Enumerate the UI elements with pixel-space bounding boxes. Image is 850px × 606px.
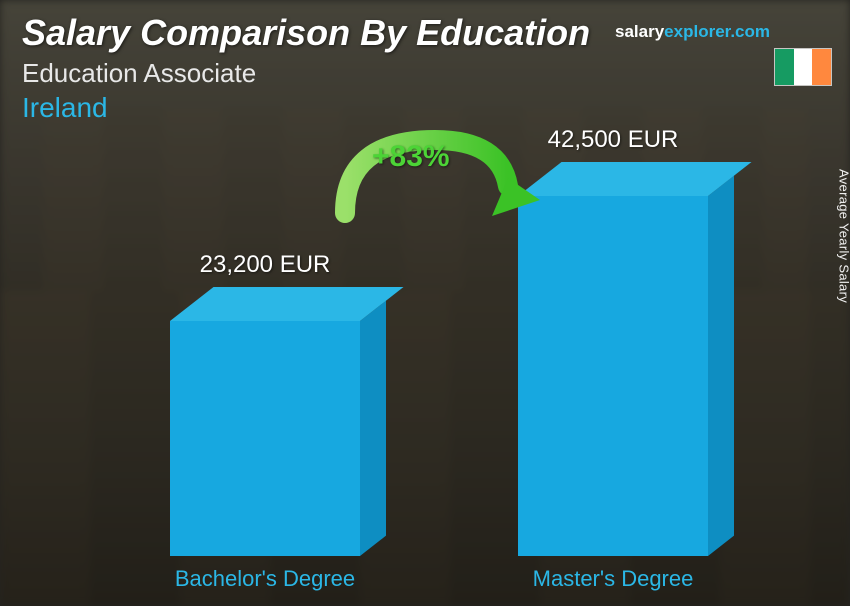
job-title: Education Associate (22, 58, 256, 89)
site-prefix: salary (615, 22, 664, 41)
bar-front (170, 321, 360, 556)
site-brand: salaryexplorer.com (615, 22, 770, 42)
increase-percentage: +83% (372, 140, 450, 174)
infographic: Salary Comparison By Education Education… (0, 0, 850, 606)
bar-value: 23,200 EUR (200, 251, 331, 279)
bar: 42,500 EURMaster's Degree (518, 156, 708, 556)
ireland-flag-icon (774, 48, 832, 86)
flag-stripe-3 (812, 49, 831, 85)
bar-front (518, 196, 708, 556)
flag-stripe-1 (775, 49, 794, 85)
bar-value: 42,500 EUR (548, 126, 679, 154)
site-suffix: explorer.com (664, 22, 770, 41)
bar-side (708, 176, 734, 556)
bar-side (360, 301, 386, 556)
bar-label: Bachelor's Degree (175, 566, 355, 592)
y-axis-label: Average Yearly Salary (837, 169, 850, 303)
bar: 23,200 EURBachelor's Degree (170, 281, 360, 556)
flag-stripe-2 (794, 49, 813, 85)
bar-label: Master's Degree (533, 566, 694, 592)
country-name: Ireland (22, 92, 108, 124)
page-title: Salary Comparison By Education (22, 12, 590, 54)
